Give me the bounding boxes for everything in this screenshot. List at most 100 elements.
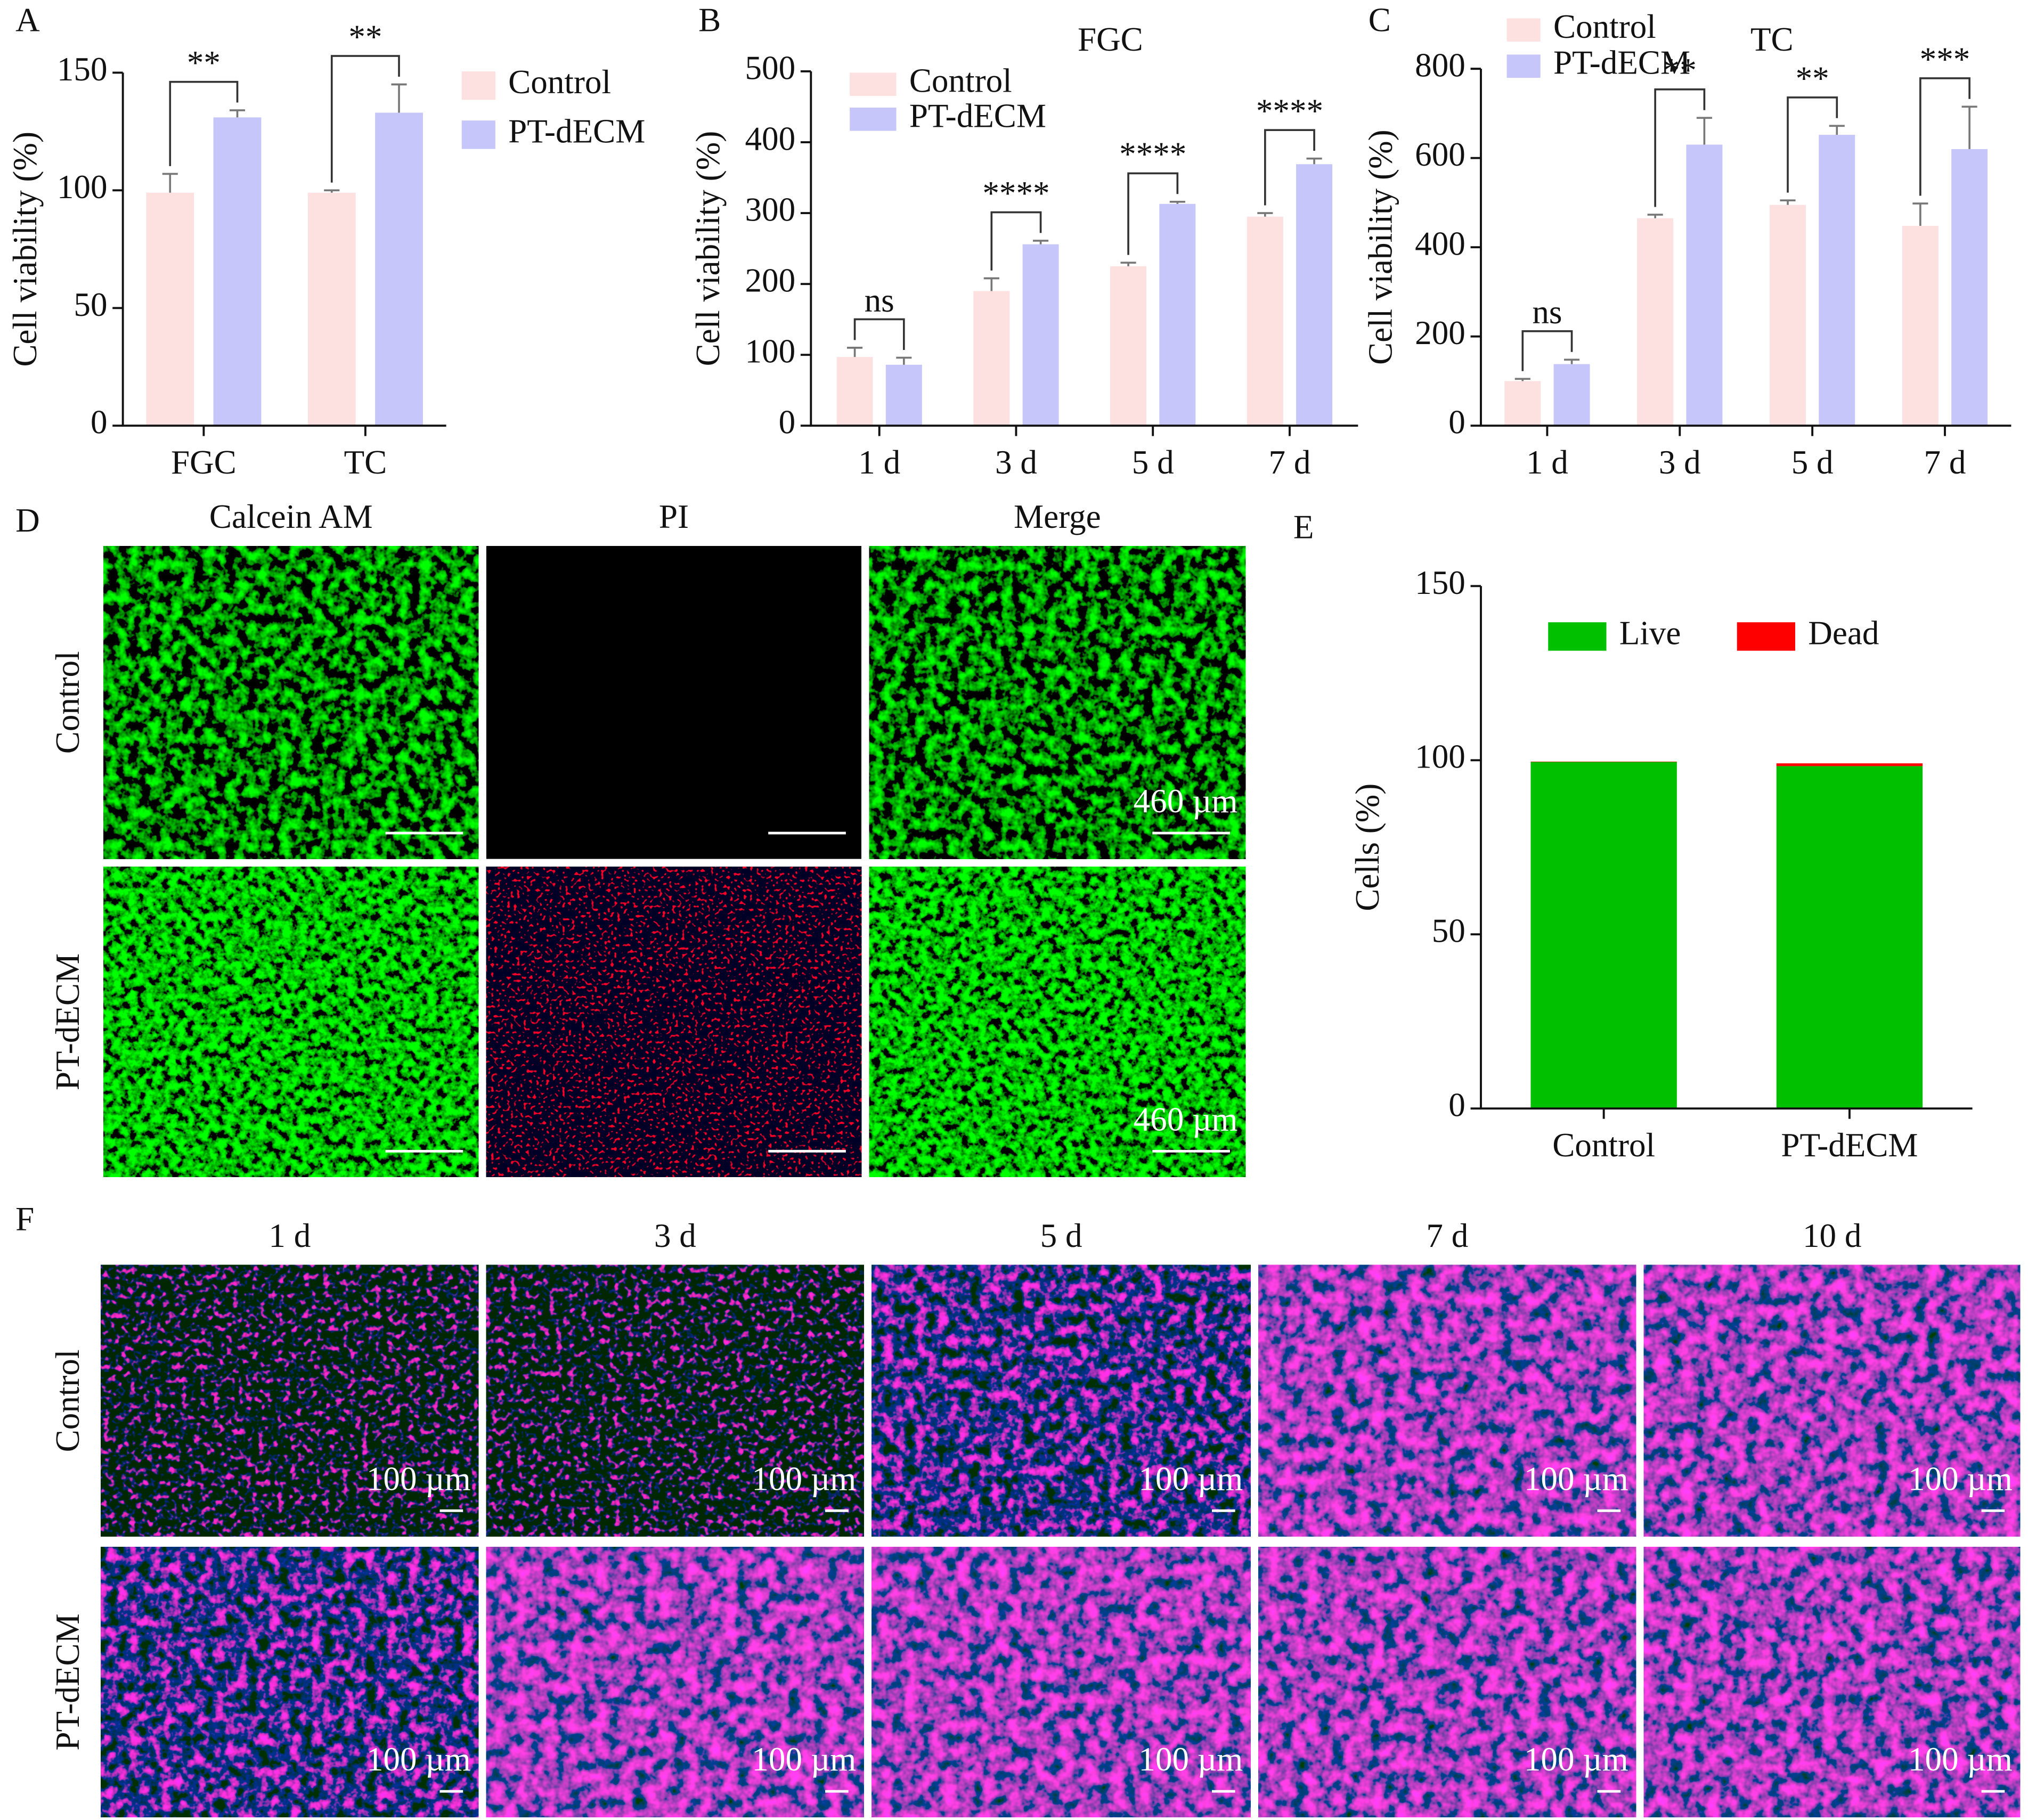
micrograph — [869, 867, 1246, 1177]
column-label: PI — [659, 498, 689, 535]
chart-title: TC — [1750, 21, 1794, 58]
legend-label: Live — [1619, 614, 1681, 651]
bar — [1296, 164, 1333, 426]
micrograph — [101, 1264, 479, 1537]
y-axis-label: Cell viability (%) — [1362, 129, 1399, 365]
scale-bar-label: 100 µm — [1524, 1460, 1628, 1497]
micrograph — [486, 1264, 864, 1537]
significance-label: ns — [865, 282, 894, 319]
row-label: Control — [49, 1349, 86, 1452]
bar — [885, 364, 922, 426]
bar — [146, 192, 194, 426]
significance-bracket — [1264, 129, 1315, 206]
error-bar — [1563, 358, 1580, 364]
significance-label: ** — [1796, 60, 1829, 97]
legend-label: Dead — [1808, 614, 1879, 651]
y-tick-label: 400 — [745, 120, 796, 158]
bar — [1770, 205, 1806, 426]
micrograph — [1643, 1264, 2021, 1537]
legend-swatch — [1737, 622, 1795, 651]
significance-label: **** — [1119, 136, 1186, 173]
bar — [836, 357, 873, 426]
panel-label: C — [1369, 2, 1391, 39]
legend-swatch — [461, 71, 495, 100]
y-tick-label: 200 — [1415, 314, 1465, 352]
bar — [1776, 763, 1923, 766]
error-bar — [1647, 214, 1663, 218]
y-tick-label: 150 — [57, 51, 108, 88]
error-bar — [1306, 157, 1322, 165]
legend-label: Control — [508, 63, 611, 101]
error-bar — [391, 83, 407, 113]
significance-label: **** — [982, 175, 1049, 212]
error-bar — [1514, 378, 1530, 381]
y-tick-label: 100 — [1415, 738, 1465, 776]
significance-label: ** — [187, 44, 221, 81]
y-tick-label: 500 — [745, 49, 796, 86]
y-tick-label: 100 — [57, 168, 108, 206]
bar — [213, 117, 262, 426]
micrograph — [872, 1264, 1251, 1537]
bar — [1637, 218, 1674, 426]
panel-label: B — [698, 2, 721, 39]
scale-bar-label: 100 µm — [366, 1741, 471, 1778]
row-label: PT-dECM — [49, 1613, 86, 1750]
significance-bracket — [990, 211, 1042, 271]
significance-bracket — [1521, 330, 1573, 371]
bar — [375, 112, 423, 426]
error-bar — [1780, 199, 1796, 205]
micrograph — [103, 867, 479, 1177]
bar — [1022, 244, 1059, 426]
legend-swatch — [461, 120, 495, 149]
micrograph — [1258, 1264, 1636, 1537]
legend-label: Control — [909, 62, 1012, 100]
x-tick-label: 7 d — [1924, 444, 1966, 481]
micrograph — [486, 546, 862, 859]
y-tick-label: 400 — [1415, 225, 1465, 263]
legend-swatch — [1506, 54, 1541, 78]
micrograph — [486, 1547, 864, 1817]
error-bar — [1912, 202, 1928, 226]
bar — [1776, 766, 1923, 1109]
bar — [1686, 144, 1723, 426]
row-label: PT-dECM — [49, 953, 86, 1090]
legend-label: PT-dECM — [909, 97, 1046, 134]
axes — [1480, 69, 2011, 427]
scale-bar-label: 100 µm — [1138, 1460, 1243, 1497]
legend-swatch — [850, 107, 897, 131]
column-label: 1 d — [268, 1217, 311, 1254]
legend-swatch — [850, 72, 897, 96]
legend-swatch — [1506, 18, 1541, 42]
scale-bar-label: 100 µm — [1138, 1741, 1243, 1778]
significance-label: ** — [1663, 52, 1697, 89]
scale-bar-label: 100 µm — [366, 1460, 471, 1497]
error-bar — [1120, 262, 1136, 266]
y-tick-label: 50 — [74, 286, 107, 323]
error-bar — [1169, 200, 1185, 204]
y-tick-label: 50 — [1432, 912, 1465, 950]
panel-label: E — [1293, 508, 1314, 545]
y-axis-label: Cells (%) — [1349, 784, 1386, 911]
scale-bar-label: 100 µm — [752, 1460, 856, 1497]
y-tick-label: 150 — [1415, 564, 1465, 601]
column-label: 7 d — [1426, 1217, 1468, 1254]
error-bar — [846, 347, 863, 357]
x-tick-label: 5 d — [1791, 444, 1834, 481]
x-tick-label: Control — [1552, 1127, 1655, 1164]
significance-bracket — [853, 318, 905, 350]
bar — [1951, 149, 1988, 426]
y-tick-label: 600 — [1415, 136, 1465, 173]
error-bar — [1696, 117, 1712, 145]
x-tick-label: 5 d — [1132, 444, 1174, 481]
legend-swatch — [1548, 622, 1607, 651]
significance-bracket — [1654, 88, 1706, 207]
significance-label: **** — [1256, 93, 1323, 130]
significance-label: *** — [1920, 40, 1970, 78]
error-bar — [1961, 105, 1977, 149]
micrograph — [1258, 1547, 1636, 1817]
chart-title: FGC — [1078, 21, 1143, 58]
micrograph — [486, 867, 862, 1177]
bar — [307, 192, 356, 426]
